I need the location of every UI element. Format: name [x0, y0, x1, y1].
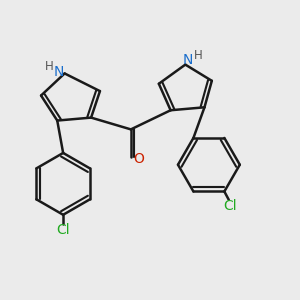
Text: H: H — [194, 49, 203, 62]
Text: Cl: Cl — [224, 199, 237, 213]
Text: N: N — [54, 65, 64, 79]
Text: Cl: Cl — [56, 223, 70, 236]
Text: H: H — [45, 61, 54, 74]
Text: N: N — [183, 53, 194, 67]
Text: O: O — [133, 152, 144, 166]
